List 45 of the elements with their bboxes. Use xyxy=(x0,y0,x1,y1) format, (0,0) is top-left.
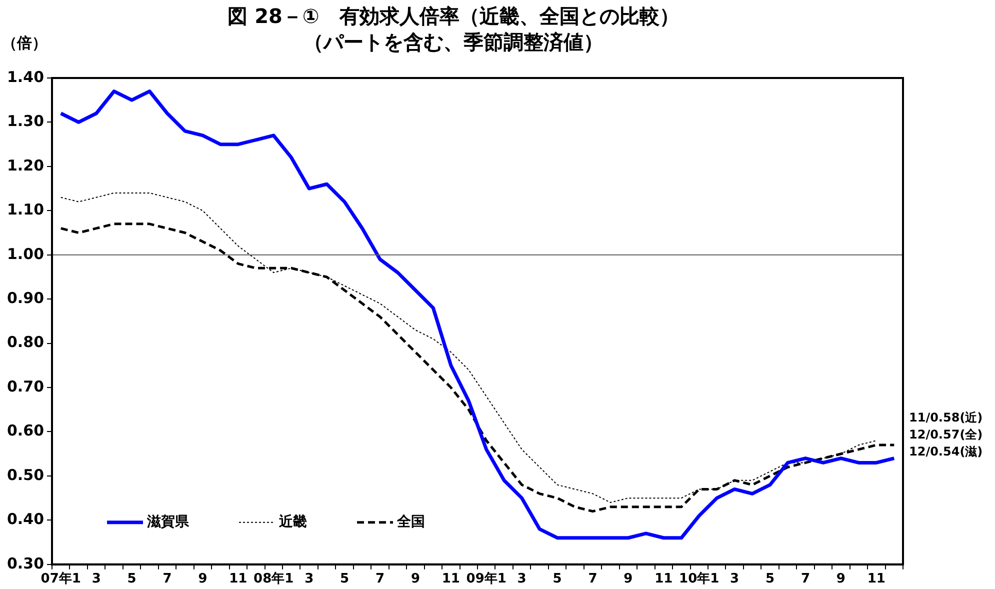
chart-subtitle: （パートを含む、季節調整済値） xyxy=(304,30,604,54)
x-tick-label: 9 xyxy=(410,572,420,587)
y-tick-label: 0.60 xyxy=(6,422,44,440)
x-tick-label: 3 xyxy=(304,572,314,587)
x-tick-label: 5 xyxy=(127,572,136,587)
x-tick-label: 07年1 xyxy=(40,572,81,587)
x-tick-label: 9 xyxy=(836,572,846,587)
y-tick-label: 1.00 xyxy=(6,244,44,263)
x-tick-label: 11 xyxy=(442,572,460,587)
text: 12/0.54(滋) xyxy=(909,444,983,459)
y-tick-label: 0.70 xyxy=(6,377,44,396)
y-tick-label: 0.30 xyxy=(6,554,44,572)
chart-title: 図 28－① 有効求人倍率（近畿、全国との比較） xyxy=(228,4,680,28)
x-tick-label: 5 xyxy=(766,572,775,587)
x-tick-label: 7 xyxy=(800,572,810,587)
y-tick-label: 1.10 xyxy=(6,200,44,219)
x-tick-label: 11 xyxy=(229,572,248,587)
x-tick-label: 5 xyxy=(552,572,562,587)
x-tick-label: 3 xyxy=(92,572,101,587)
x-tick-label: 5 xyxy=(340,572,350,587)
x-tick-label: 7 xyxy=(588,572,598,587)
x-tick-label: 9 xyxy=(198,572,208,587)
legend-label: 近畿 xyxy=(278,513,308,530)
y-tick-label: 0.50 xyxy=(6,466,44,484)
legend-label: 滋賀県 xyxy=(146,514,190,530)
y-tick-label: 1.30 xyxy=(6,112,44,130)
y-tick-label: 0.40 xyxy=(6,510,44,528)
text: 12/0.57(全) xyxy=(909,428,983,442)
x-tick-label: 7 xyxy=(375,572,385,587)
x-tick-label: 11 xyxy=(867,572,886,587)
x-tick-label: 08年1 xyxy=(254,572,294,587)
text: 11/0.58(近) xyxy=(909,410,983,425)
y-tick-label: 0.80 xyxy=(6,333,44,352)
x-tick-label: 09年1 xyxy=(466,572,506,587)
y-tick-label: 1.20 xyxy=(6,156,44,174)
x-tick-label: 3 xyxy=(730,572,740,587)
legend-label: 全国 xyxy=(396,514,426,530)
x-tick-label: 7 xyxy=(162,572,172,587)
x-tick-label: 9 xyxy=(624,572,633,587)
x-tick-label: 3 xyxy=(517,572,526,587)
y-axis-title: （倍） xyxy=(2,34,47,52)
x-tick-label: 11 xyxy=(654,572,673,587)
y-tick-label: 1.40 xyxy=(6,68,44,86)
x-tick-label: 10年1 xyxy=(679,572,720,587)
y-tick-label: 0.90 xyxy=(6,288,44,307)
